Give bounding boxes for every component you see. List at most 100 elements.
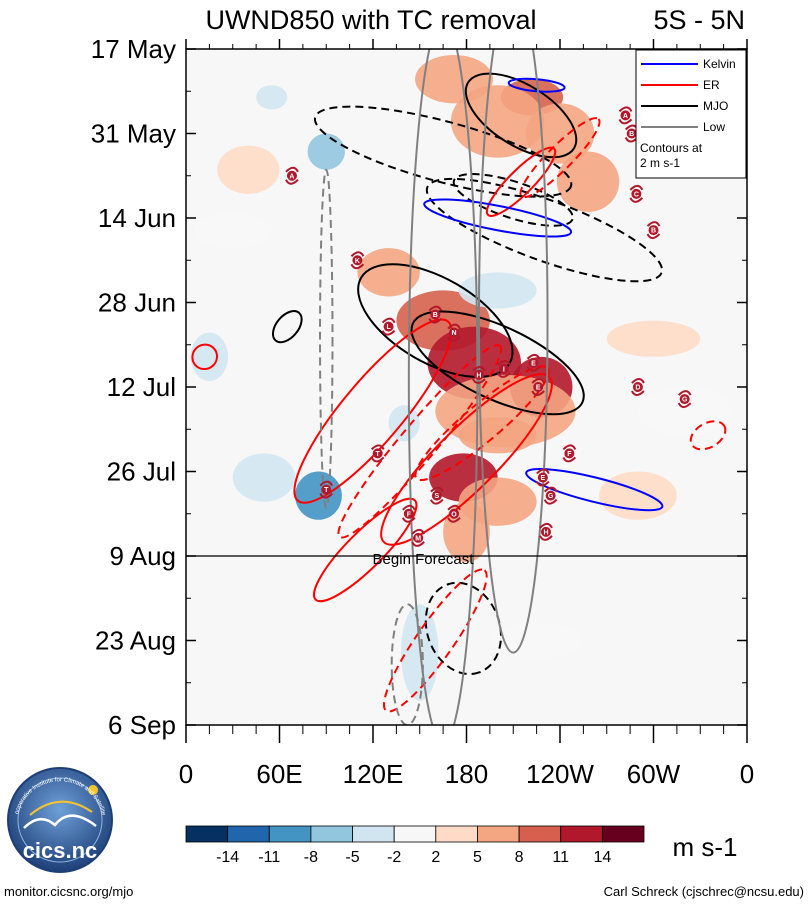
colorbar-bin-1 xyxy=(227,825,270,843)
tc-label: B xyxy=(629,131,634,138)
tc-marker-4: B xyxy=(646,221,661,240)
tc-label: M xyxy=(415,535,421,542)
tc-swirl-icon xyxy=(535,468,550,487)
colorbar-bin-2 xyxy=(268,825,312,843)
low-contour-21 xyxy=(407,49,479,725)
colorbar-label: 5 xyxy=(473,849,482,866)
er-contour-14 xyxy=(485,146,557,217)
tc-dot xyxy=(498,363,509,374)
tc-marker-24: M xyxy=(411,528,426,547)
tc-swirl-icon xyxy=(472,365,486,384)
tc-dot xyxy=(632,382,643,392)
anomaly-blob-20 xyxy=(458,272,537,309)
tc-dot xyxy=(679,394,690,405)
low-contour-24 xyxy=(390,603,424,725)
legend-label-er: ER xyxy=(703,78,720,92)
tc-marker-18: G xyxy=(543,486,558,505)
legend-note-2: 2 m s-1 xyxy=(640,156,680,170)
x-tick-label: 0 xyxy=(740,759,754,789)
tc-label: E xyxy=(531,360,536,367)
tc-swirl-icon xyxy=(677,390,692,409)
er-contour-11 xyxy=(337,344,503,539)
tc-label: H xyxy=(476,372,481,379)
tc-swirl-icon xyxy=(531,378,546,396)
tc-dot xyxy=(528,357,539,368)
tc-swirl-icon xyxy=(428,305,443,324)
er-contour-16 xyxy=(191,343,219,371)
chart-title: UWND850 with TC removal xyxy=(205,5,536,35)
colorbar-label: 11 xyxy=(552,849,569,866)
tc-dot xyxy=(473,369,484,380)
legend-note-1: Contours at xyxy=(640,141,703,155)
colorbar-label: 14 xyxy=(593,849,611,866)
tc-label: B xyxy=(651,228,656,235)
y-tick-label: 17 May xyxy=(91,34,176,64)
tc-dot xyxy=(540,526,551,537)
tc-dot xyxy=(431,490,442,501)
tc-dot xyxy=(626,128,637,139)
tc-swirl-icon xyxy=(562,444,577,463)
x-tick-label: 60E xyxy=(256,759,302,789)
colorbar-units: m s-1 xyxy=(673,832,738,862)
colorbar-bin-0 xyxy=(185,825,229,843)
colorbar-label: 2 xyxy=(431,849,440,866)
tc-label: O xyxy=(451,511,457,518)
y-tick-label: 23 Aug xyxy=(95,626,176,656)
tc-dot xyxy=(449,508,460,519)
tc-swirl-icon xyxy=(381,317,396,336)
anomaly-blob-19 xyxy=(388,405,420,442)
colorbar-bin-5 xyxy=(393,825,437,843)
tc-dot xyxy=(372,448,383,459)
tc-marker-12: E xyxy=(531,378,546,396)
colorbar-bin-8 xyxy=(518,825,562,843)
tc-marker-8: N xyxy=(447,323,461,342)
er-contour-8 xyxy=(293,318,453,504)
anomaly-blob-3 xyxy=(450,85,545,158)
y-tick-label: 14 Jun xyxy=(98,203,176,233)
tc-dot xyxy=(564,448,575,459)
tc-label: F xyxy=(407,511,412,518)
tc-swirl-icon xyxy=(539,522,553,541)
tc-swirl-icon xyxy=(629,184,644,203)
x-tick-label: 120E xyxy=(343,759,404,789)
low-contour-23 xyxy=(319,168,334,509)
colorbar: -14 -11 -8 -5 -2 2 5 8 11 14 xyxy=(185,825,645,866)
anomaly-blob-15 xyxy=(256,85,288,110)
mjo-contour-6 xyxy=(271,310,303,344)
tc-marker-16: F xyxy=(562,444,577,463)
footer-right: Carl Schreck (cjschrec@ncsu.edu) xyxy=(604,884,804,899)
tc-dot xyxy=(620,110,631,121)
tropical-cyclone-markers: A B C A B K B L N E H I E D G T F E G T S F O H M xyxy=(285,106,692,547)
forecast-label: Begin Forecast xyxy=(373,551,475,568)
x-tick-label: 0 xyxy=(179,759,193,789)
anomaly-blob-25 xyxy=(606,320,701,357)
tc-label: T xyxy=(324,487,329,494)
tc-dot xyxy=(383,321,394,332)
tc-label: L xyxy=(386,324,391,331)
tc-swirl-icon xyxy=(350,251,365,270)
tc-label: H xyxy=(543,529,548,536)
tc-marker-23: H xyxy=(539,522,553,541)
tc-label: C xyxy=(634,191,639,198)
anomaly-blob-16 xyxy=(190,332,229,381)
tc-dot xyxy=(286,170,297,181)
tc-swirl-icon xyxy=(429,486,444,505)
tc-label: A xyxy=(289,173,294,180)
footer-left: monitor.cicsnc.org/mjo xyxy=(4,884,133,899)
y-tick-label: 31 May xyxy=(91,119,176,149)
x-tick-label: 60W xyxy=(627,759,681,789)
tc-label: I xyxy=(503,366,505,373)
tc-swirl-icon xyxy=(631,378,645,396)
x-axis: 0 60E 120E 180 120W 60W 0 xyxy=(179,39,754,789)
anomaly-blob-13 xyxy=(458,417,537,454)
tc-swirl-icon xyxy=(618,106,633,125)
legend-label-kelvin: Kelvin xyxy=(703,57,736,71)
tc-marker-10: H xyxy=(472,365,486,384)
tc-swirl-icon xyxy=(543,486,558,505)
x-tick-label: 180 xyxy=(445,759,488,789)
colorbar-label: -8 xyxy=(304,849,318,866)
tc-marker-20: S xyxy=(429,486,444,505)
tc-marker-22: O xyxy=(447,504,461,523)
mjo-contour-1 xyxy=(313,105,573,198)
